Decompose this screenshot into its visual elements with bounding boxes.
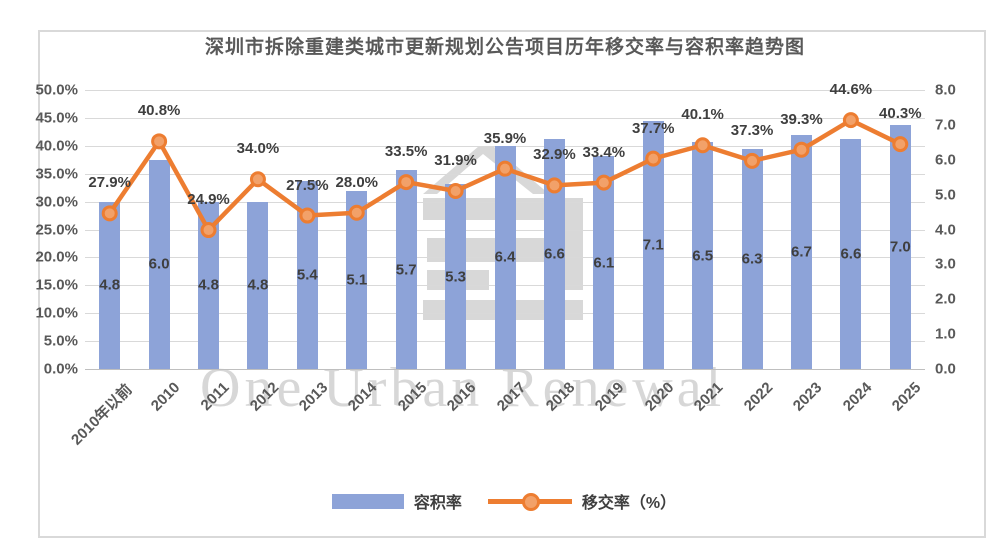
bar-value-label: 4.8 [99, 276, 121, 294]
left-axis-tick-label: 45.0% [35, 109, 78, 127]
line-value-label: 34.0% [236, 140, 280, 158]
line-value-label: 44.6% [829, 81, 873, 99]
left-axis-tick-label: 0.0% [43, 360, 78, 378]
left-axis-tick-label: 35.0% [35, 165, 78, 183]
line-value-label: 27.9% [88, 174, 131, 192]
left-axis-tick-label: 40.0% [35, 137, 78, 155]
bar-value-label: 6.6 [840, 245, 862, 263]
line-value-label: 37.3% [730, 121, 774, 139]
line-value-label: 31.9% [434, 151, 477, 169]
bar-value-label: 6.1 [593, 254, 615, 272]
bar-value-label: 7.1 [642, 236, 664, 254]
bar-value-label: 6.0 [148, 255, 170, 273]
bar-value-label: 6.4 [494, 248, 516, 266]
bar-value-label: 4.8 [198, 276, 219, 294]
line-value-label: 32.9% [533, 146, 576, 164]
legend-bar-label: 容积率 [413, 495, 462, 512]
bar-value-label: 6.6 [543, 245, 565, 263]
bar [247, 201, 269, 369]
gridline [85, 369, 925, 370]
right-axis-tick-label: 8.0 [935, 81, 956, 99]
chart-title: 深圳市拆除重建类城市更新规划公告项目历年移交率与容积率趋势图 [204, 37, 805, 58]
right-axis-tick-label: 6.0 [935, 151, 956, 169]
right-axis-tick-label: 1.0 [935, 325, 956, 343]
legend-line-swatch [487, 493, 572, 511]
left-axis-tick-label: 10.0% [35, 304, 78, 322]
right-axis-tick-label: 3.0 [935, 255, 956, 273]
left-axis-tick-label: 25.0% [35, 221, 78, 238]
line-value-label: 40.8% [137, 102, 181, 120]
bar-value-label: 5.4 [296, 266, 318, 284]
legend-line-marker-icon [521, 493, 540, 511]
bar-value-label: 5.1 [346, 271, 368, 289]
right-axis-tick-label: 0.0 [935, 360, 956, 378]
bar-value-label: 4.8 [247, 276, 269, 294]
right-axis-tick-label: 2.0 [935, 290, 956, 308]
legend-line-label: 移交率（%） [581, 495, 677, 512]
left-axis-tick-label: 50.0% [35, 81, 78, 99]
bar-value-label: 7.0 [889, 238, 911, 256]
line-value-label: 33.4% [582, 143, 626, 161]
left-axis-tick-label: 15.0% [35, 276, 78, 294]
left-axis-tick-label: 20.0% [35, 248, 78, 266]
line-value-label: 27.5% [286, 176, 329, 194]
line-value-label: 40.1% [681, 106, 724, 124]
left-axis-tick-label: 30.0% [35, 193, 78, 211]
bar-value-label: 5.7 [395, 261, 417, 279]
line-value-label: 28.0% [335, 173, 379, 191]
line-value-label: 33.5% [384, 143, 428, 161]
line-value-label: 39.3% [780, 110, 823, 128]
line-value-label: 35.9% [483, 129, 527, 147]
bar-value-label: 5.3 [445, 268, 467, 286]
bar [99, 201, 121, 369]
bar [346, 191, 368, 369]
right-axis-tick-label: 4.0 [935, 221, 956, 238]
bar-value-label: 6.3 [741, 250, 763, 268]
line-value-label: 24.9% [187, 191, 230, 209]
bar-value-label: 6.5 [692, 247, 714, 265]
line-value-label: 37.7% [631, 119, 675, 137]
bar-value-label: 6.7 [791, 243, 812, 261]
line-value-label: 40.3% [879, 105, 922, 123]
right-axis-tick-label: 5.0 [935, 186, 956, 204]
left-axis-tick-label: 5.0% [43, 332, 78, 350]
bar [198, 201, 220, 369]
gridline [85, 90, 925, 91]
legend: 容积率 移交率（%） [38, 489, 986, 513]
legend-bar-swatch [331, 493, 404, 509]
right-axis-tick-label: 7.0 [935, 116, 956, 134]
